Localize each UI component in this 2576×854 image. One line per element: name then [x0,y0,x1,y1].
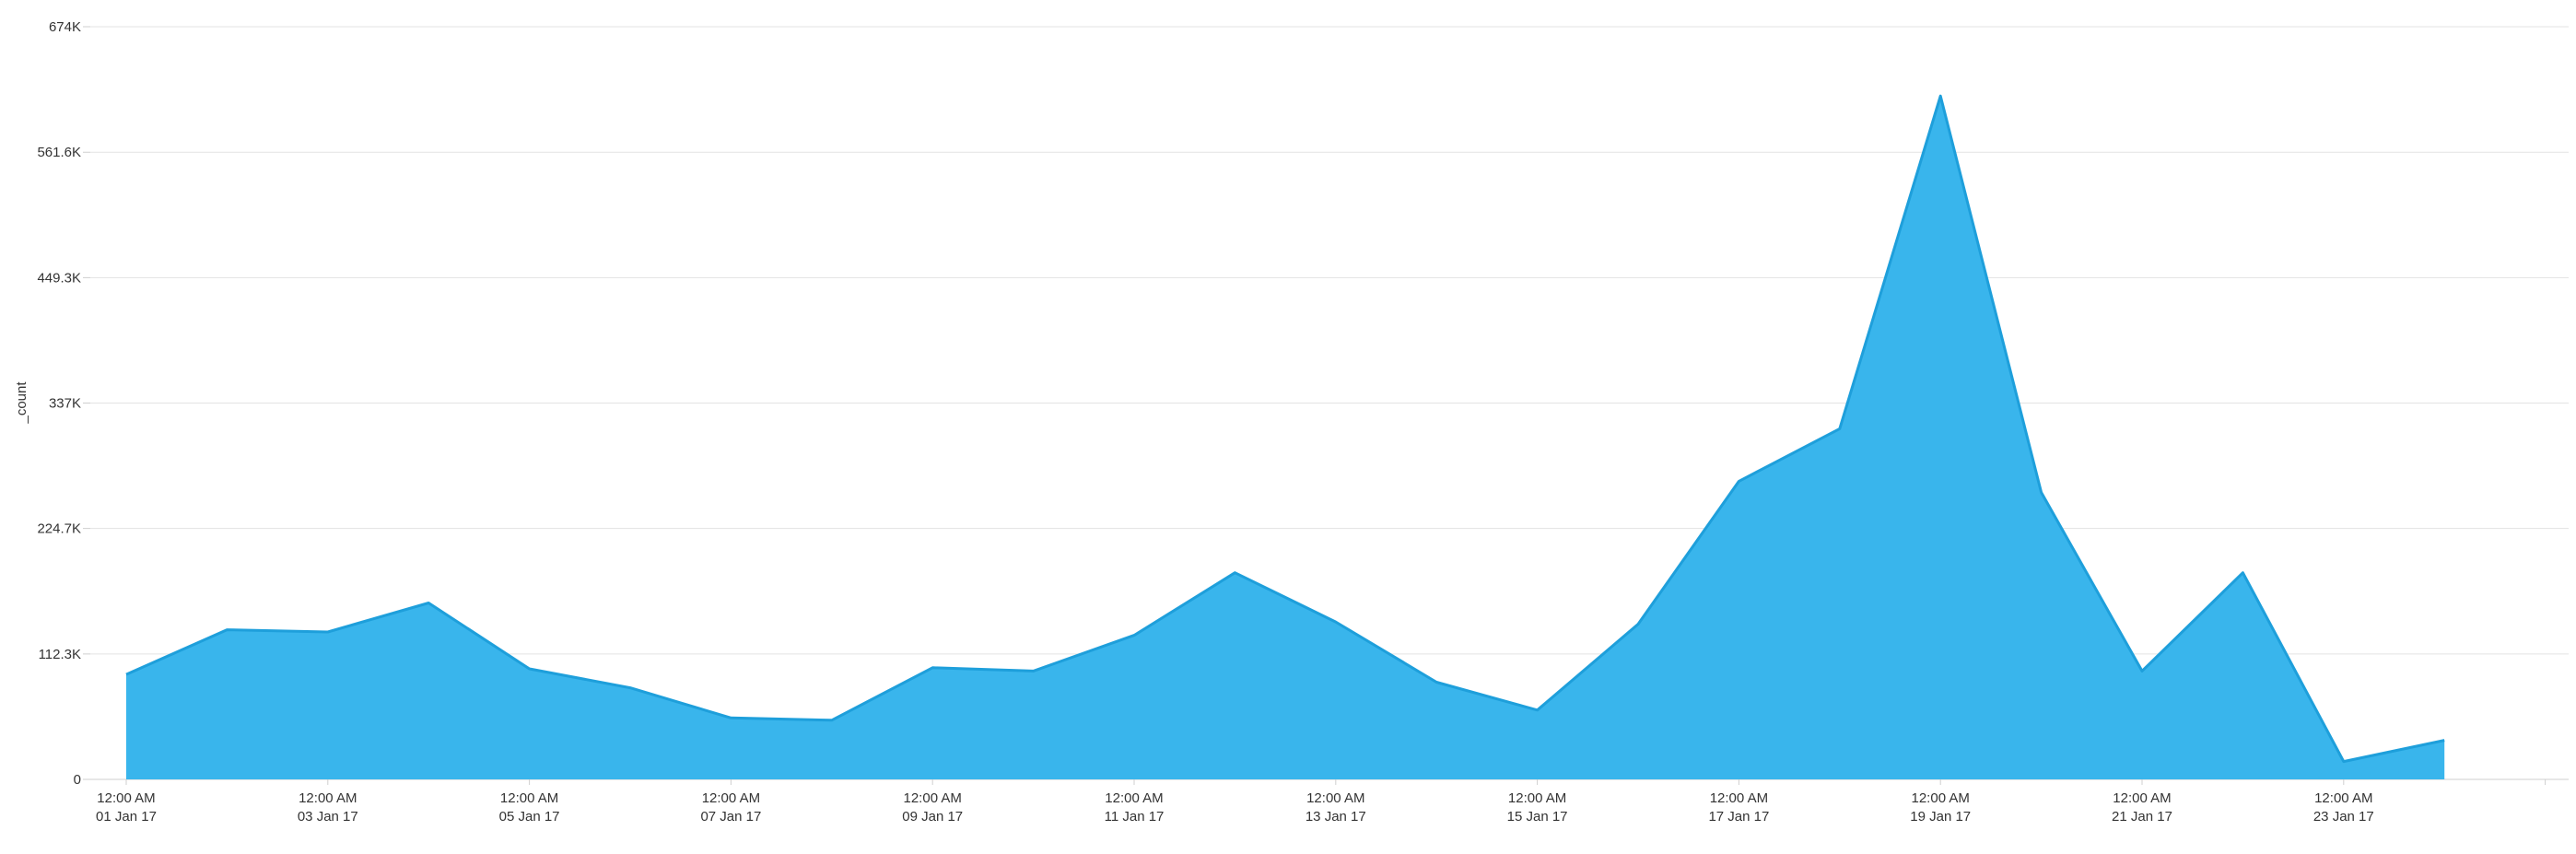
x-tick-label-date: 09 Jan 17 [902,809,963,825]
x-tick-label-time: 12:00 AM [1306,790,1364,806]
area-fill [126,96,2445,779]
x-tick-label-date: 07 Jan 17 [700,809,761,825]
x-tick-label-time: 12:00 AM [1710,790,1768,806]
y-tick-label: 449.3K [37,270,81,286]
y-axis-label: _count [14,381,29,425]
y-axis-ticks: 0 112.3K 224.7K 337K 449.3K 561.6K 674K [37,19,81,788]
x-tick-label-date: 01 Jan 17 [96,809,157,825]
y-tick-label: 224.7K [37,521,81,537]
x-tick-label-date: 21 Jan 17 [2112,809,2172,825]
x-tick-label-time: 12:00 AM [1912,790,1970,806]
x-tick-label-date: 19 Jan 17 [1910,809,1971,825]
x-tick-label-time: 12:00 AM [1508,790,1566,806]
area-line [125,94,2445,764]
x-tick-label-time: 12:00 AM [299,790,357,806]
y-tick-label: 112.3K [39,647,81,662]
y-tick-label: 674K [49,19,81,35]
x-tick-label-date: 15 Jan 17 [1507,809,1568,825]
x-tick-label-date: 17 Jan 17 [1708,809,1769,825]
x-tick-label-date: 23 Jan 17 [2313,809,2374,825]
area-series [125,94,2445,779]
x-tick-label-time: 12:00 AM [702,790,760,806]
x-tick-label-date: 13 Jan 17 [1306,809,1366,825]
x-tick-label-date: 03 Jan 17 [298,809,358,825]
x-tick-label-time: 12:00 AM [500,790,558,806]
y-tick-label: 337K [49,396,81,412]
x-tick-label-date: 11 Jan 17 [1105,809,1165,825]
x-tick-label-time: 12:00 AM [1105,790,1163,806]
x-axis-ticks: 12:00 AM 01 Jan 17 12:00 AM 03 Jan 17 12:00 … [96,779,2547,825]
y-tick-label: 0 [74,772,81,788]
x-tick-label-time: 12:00 AM [904,790,962,806]
x-tick-label-time: 12:00 AM [97,790,155,806]
x-tick-label-date: 05 Jan 17 [499,809,560,825]
y-tick-label: 561.6K [37,145,81,160]
x-tick-label-time: 12:00 AM [2113,790,2171,806]
x-tick-label-time: 12:00 AM [2314,790,2372,806]
